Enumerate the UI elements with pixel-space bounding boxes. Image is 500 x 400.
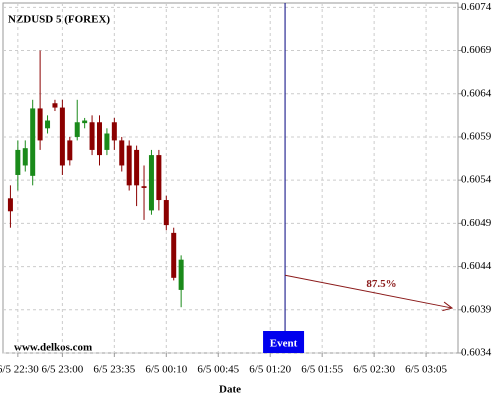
- projection-line: [284, 274, 453, 309]
- y-tick-label: 0.6069: [461, 44, 492, 56]
- candle-body: [163, 200, 169, 226]
- candle-body: [178, 259, 184, 290]
- candle-body: [30, 108, 36, 176]
- candle-body: [67, 140, 73, 161]
- candle-body: [82, 120, 88, 124]
- candle-body: [104, 133, 110, 150]
- candle-body: [7, 198, 13, 212]
- candle-body: [141, 186, 147, 188]
- x-tick-label: 6/5 00:10: [145, 364, 187, 376]
- x-tick-label: 6/5 01:55: [301, 364, 343, 376]
- y-tick-label: 0.6044: [461, 260, 492, 272]
- y-tick-label: 0.6059: [461, 130, 492, 142]
- x-axis-label: Date: [219, 384, 241, 396]
- candle-body: [134, 149, 140, 186]
- candle-body: [111, 122, 117, 141]
- candle-body: [22, 148, 28, 166]
- candle-body: [15, 149, 21, 175]
- x-tick-label: 6/5 00:45: [197, 364, 239, 376]
- chart-title: NZDUSD 5 (FOREX): [8, 14, 110, 26]
- candle-body: [126, 145, 132, 186]
- x-tick-label: 6/5 01:20: [249, 364, 291, 376]
- candle-body: [89, 122, 95, 150]
- event-box: [263, 331, 305, 353]
- x-tick-label: 6/5 23:35: [93, 364, 135, 376]
- y-tick-label: 0.6039: [461, 303, 492, 315]
- candle-body: [59, 107, 65, 166]
- x-tick-label: 6/5 23:00: [41, 364, 83, 376]
- candle-body: [156, 155, 162, 201]
- arrow-head: [442, 301, 454, 312]
- candle-body: [37, 108, 43, 141]
- candle-body: [119, 140, 125, 166]
- y-tick-label: 0.6049: [461, 217, 492, 229]
- x-tick-label: 6/5 03:05: [405, 364, 447, 376]
- candle-body: [171, 232, 177, 278]
- event-label: Event: [270, 338, 298, 350]
- y-tick-label: 0.6054: [461, 174, 492, 186]
- y-tick-label: 0.6034: [461, 347, 492, 359]
- candle-body: [45, 120, 51, 129]
- y-tick-label: 0.6064: [461, 87, 492, 99]
- plot-area: [2, 2, 459, 354]
- candle-body: [52, 103, 58, 108]
- watermark: www.delkos.com: [14, 342, 92, 354]
- x-tick-label: 6/5 02:30: [353, 364, 395, 376]
- x-tick-label: 6/5 22:30: [0, 364, 39, 376]
- candle-body: [74, 122, 80, 137]
- projection-label: 87.5%: [366, 278, 396, 290]
- candle-body: [96, 122, 102, 156]
- y-tick-label: 0.6074: [461, 1, 492, 13]
- candle-body: [148, 155, 154, 211]
